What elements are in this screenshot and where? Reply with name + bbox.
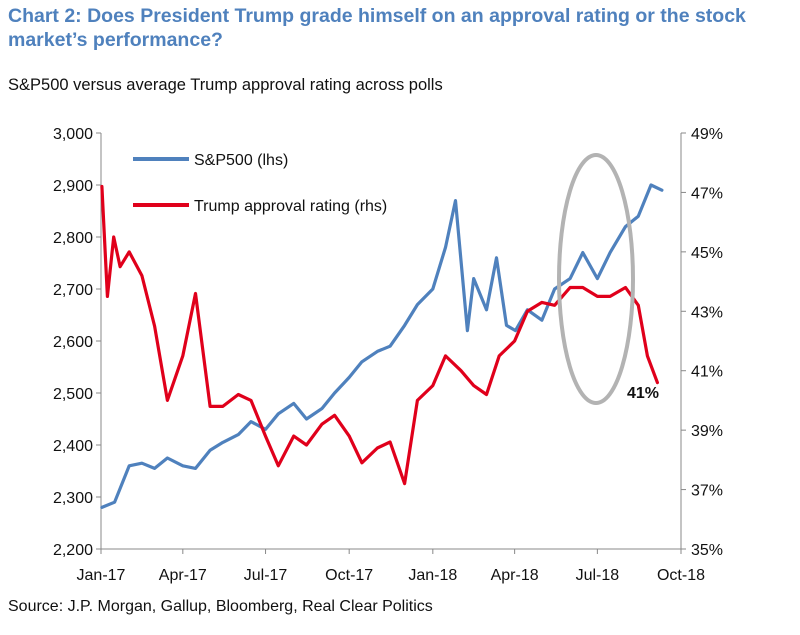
left-axis-tick-label: 3,000 (53, 126, 93, 143)
x-axis-tick-label: Oct-18 (657, 567, 705, 584)
right-axis-tick-label: 45% (691, 245, 723, 262)
sp500-line (100, 183, 664, 509)
right-axis-tick-label: 47% (691, 185, 723, 202)
legend-label-approval: Trump approval rating (rhs) (194, 198, 387, 215)
x-axis-tick-label: Jul-18 (576, 567, 620, 584)
left-axis-tick-label: 2,800 (53, 230, 93, 247)
annotations: 41% (557, 153, 659, 405)
x-axis-tick-label: Apr-18 (491, 567, 539, 584)
right-axis-tick-label: 41% (691, 364, 723, 381)
series-layer (100, 183, 664, 509)
x-axis-tick-label: Oct-17 (325, 567, 373, 584)
right-axis-tick-label: 43% (691, 304, 723, 321)
right-axis-tick-label: 49% (691, 126, 723, 143)
x-axis-tick-label: Jan-18 (408, 567, 457, 584)
x-axis-tick-label: Jul-17 (244, 567, 288, 584)
left-axis-tick-label: 2,700 (53, 282, 93, 299)
left-axis-tick-label: 2,300 (53, 490, 93, 507)
axes: 2,200 2,300 2,400 2,500 2,600 2,700 2,800 2,900… (53, 126, 723, 584)
chart-title: Chart 2: Does President Trump grade hims… (8, 5, 746, 51)
left-axis-tick-label: 2,600 (53, 334, 93, 351)
x-axis-tick-label: Apr-17 (159, 567, 207, 584)
left-axis-tick-label: 2,400 (53, 438, 93, 455)
left-axis-tick-label: 2,500 (53, 386, 93, 403)
source-note: Source: J.P. Morgan, Gallup, Bloomberg, … (8, 598, 433, 615)
chart-subtitle: S&P500 versus average Trump approval rat… (8, 76, 443, 94)
approval-rating-line (100, 184, 660, 486)
legend-label-sp500: S&P500 (lhs) (194, 152, 288, 169)
approval-annotation-label: 41% (627, 385, 659, 402)
left-axis-tick-label: 2,200 (53, 542, 93, 559)
right-axis-tick-label: 39% (691, 423, 723, 440)
left-axis-tick-label: 2,900 (53, 178, 93, 195)
highlight-ellipse (557, 153, 635, 405)
legend: S&P500 (lhs) Trump approval rating (rhs) (133, 152, 387, 215)
right-axis-tick-label: 37% (691, 483, 723, 500)
x-axis-tick-label: Jan-17 (77, 567, 126, 584)
right-axis-tick-label: 35% (691, 542, 723, 559)
